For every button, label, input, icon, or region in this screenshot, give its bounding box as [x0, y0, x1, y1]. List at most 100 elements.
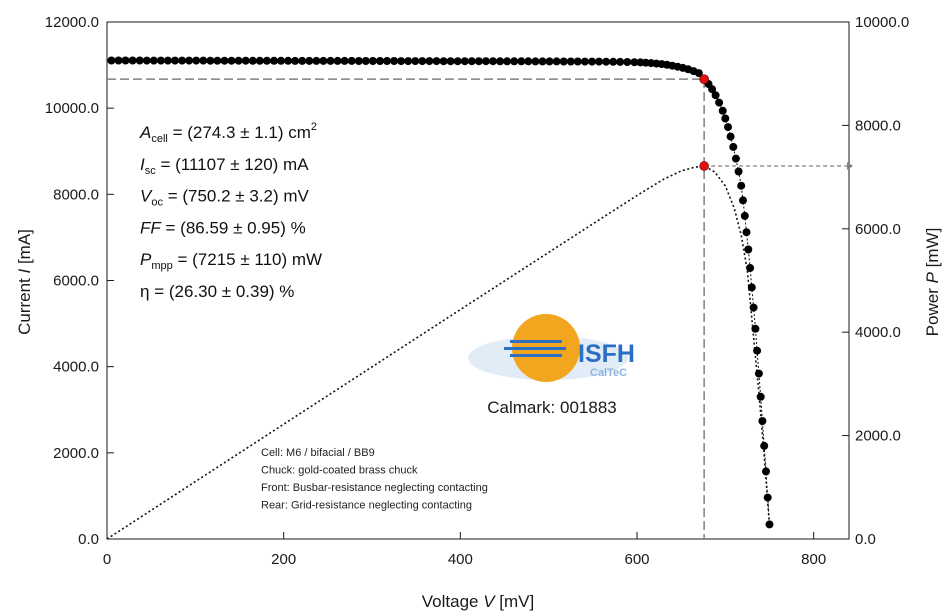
y-tick-label: 12000.0	[45, 14, 99, 31]
x-axis-title: Voltage V [mV]	[422, 592, 534, 611]
x-tick-label: 600	[624, 551, 649, 568]
iv-point	[262, 56, 271, 65]
iv-point	[753, 346, 762, 355]
iv-point	[114, 56, 123, 65]
iv-point	[326, 56, 335, 65]
mpp-current-point	[699, 74, 709, 84]
iv-point	[368, 57, 377, 65]
iv-point	[489, 57, 497, 66]
iv-point	[749, 303, 758, 312]
iv-point	[411, 57, 420, 66]
iv-point	[121, 56, 130, 65]
iv-point	[439, 57, 448, 66]
parameter-line: Voc = (750.2 ± 3.2) mV	[140, 187, 309, 209]
iv-point	[453, 57, 462, 66]
y-axis-left: 0.0 2000.0 4000.0 6000.0 8000.0 10000.0 12000.…	[45, 14, 114, 548]
iv-point	[724, 123, 732, 132]
iv-point	[156, 56, 165, 65]
iv-point	[726, 132, 735, 141]
iv-point	[566, 57, 575, 66]
iv-point	[630, 58, 639, 67]
iv-point	[192, 56, 201, 65]
iv-point	[376, 57, 384, 65]
iv-point	[213, 56, 222, 65]
iv-point	[715, 98, 724, 107]
y2-tick-label: 8000.0	[855, 117, 901, 134]
iv-point	[510, 57, 519, 66]
parameter-line: FF = (86.59 ± 0.95) %	[140, 218, 306, 237]
iv-point	[128, 56, 137, 65]
iv-point	[754, 369, 763, 378]
y2-axis-title: Power P [mW]	[923, 228, 942, 337]
x-axis: 0 200 400 600 800	[103, 532, 826, 568]
iv-point	[149, 56, 158, 65]
iv-point	[291, 56, 300, 65]
calmark-label: Calmark: 001883	[487, 398, 616, 417]
iv-point	[270, 56, 278, 65]
iv-point	[241, 56, 250, 65]
note-line: Front: Busbar-resistance neglecting cont…	[261, 482, 488, 494]
iv-point	[171, 56, 179, 65]
iv-point	[163, 56, 172, 65]
iv-point	[552, 57, 561, 66]
parameter-line: Pmpp = (7215 ± 110) mW	[140, 250, 322, 272]
iv-point	[718, 106, 727, 115]
parameter-line: Isc = (11107 ± 120) mA	[140, 155, 309, 177]
iv-point	[623, 58, 632, 66]
iv-point	[234, 56, 243, 65]
iv-point	[524, 57, 533, 66]
iv-point	[616, 57, 625, 66]
iv-point	[559, 57, 568, 66]
iv-point	[751, 324, 760, 333]
iv-point	[390, 57, 399, 65]
iv-point	[298, 56, 307, 65]
iv-point	[354, 57, 363, 65]
iv-point	[474, 57, 483, 66]
iv-point	[503, 57, 512, 66]
y-axis-title: Current I [mA]	[15, 229, 34, 335]
iv-point	[185, 56, 194, 65]
iv-point	[220, 56, 229, 65]
iv-point	[708, 85, 717, 94]
iv-point	[305, 56, 314, 65]
iv-point	[573, 57, 582, 66]
iv-point	[425, 57, 434, 66]
iv-point	[747, 283, 756, 292]
iv-point	[340, 56, 349, 65]
iv-point	[460, 57, 469, 66]
parameter-list: Acell = (274.3 ± 1.1) cm2 Isc = (11107 ± …	[139, 121, 322, 301]
iv-point	[694, 69, 703, 78]
iv-point	[361, 57, 370, 65]
iv-point	[737, 181, 746, 190]
note-line: Chuck: gold-coated brass chuck	[261, 465, 418, 477]
y2-tick-label: 6000.0	[855, 221, 901, 238]
note-line: Rear: Grid-resistance neglecting contact…	[261, 500, 472, 512]
iv-point	[545, 57, 554, 66]
mpp-power-point	[699, 161, 709, 171]
measurement-notes: Cell: M6 / bifacial / BB9 Chuck: gold-coa…	[261, 447, 488, 512]
iv-point	[333, 56, 342, 65]
iv-point	[739, 196, 747, 205]
note-line: Cell: M6 / bifacial / BB9	[261, 447, 375, 459]
y-axis-right: 0.0 2000.0 4000.0 6000.0 8000.0 10000.0	[842, 14, 909, 548]
iv-point	[248, 56, 257, 65]
iv-point	[580, 57, 589, 66]
x-tick-label: 0	[103, 551, 111, 568]
y2-tick-label: 4000.0	[855, 324, 901, 341]
iv-point	[135, 56, 144, 65]
iv-point	[517, 57, 526, 66]
iv-point	[711, 91, 720, 100]
x-tick-label: 200	[271, 551, 296, 568]
iv-point	[538, 57, 547, 66]
isfh-logo: ISFH CalTeC	[468, 314, 635, 382]
parameter-line: η = (26.30 ± 0.39) %	[140, 282, 294, 301]
iv-point	[721, 114, 730, 123]
iv-point	[758, 417, 767, 425]
x-tick-label: 800	[801, 551, 826, 568]
iv-point	[744, 245, 753, 254]
iv-point	[397, 57, 406, 66]
iv-point	[312, 56, 321, 65]
logo-subtext: CalTeC	[590, 367, 627, 379]
iv-point	[731, 154, 740, 163]
iv-point	[227, 56, 236, 65]
